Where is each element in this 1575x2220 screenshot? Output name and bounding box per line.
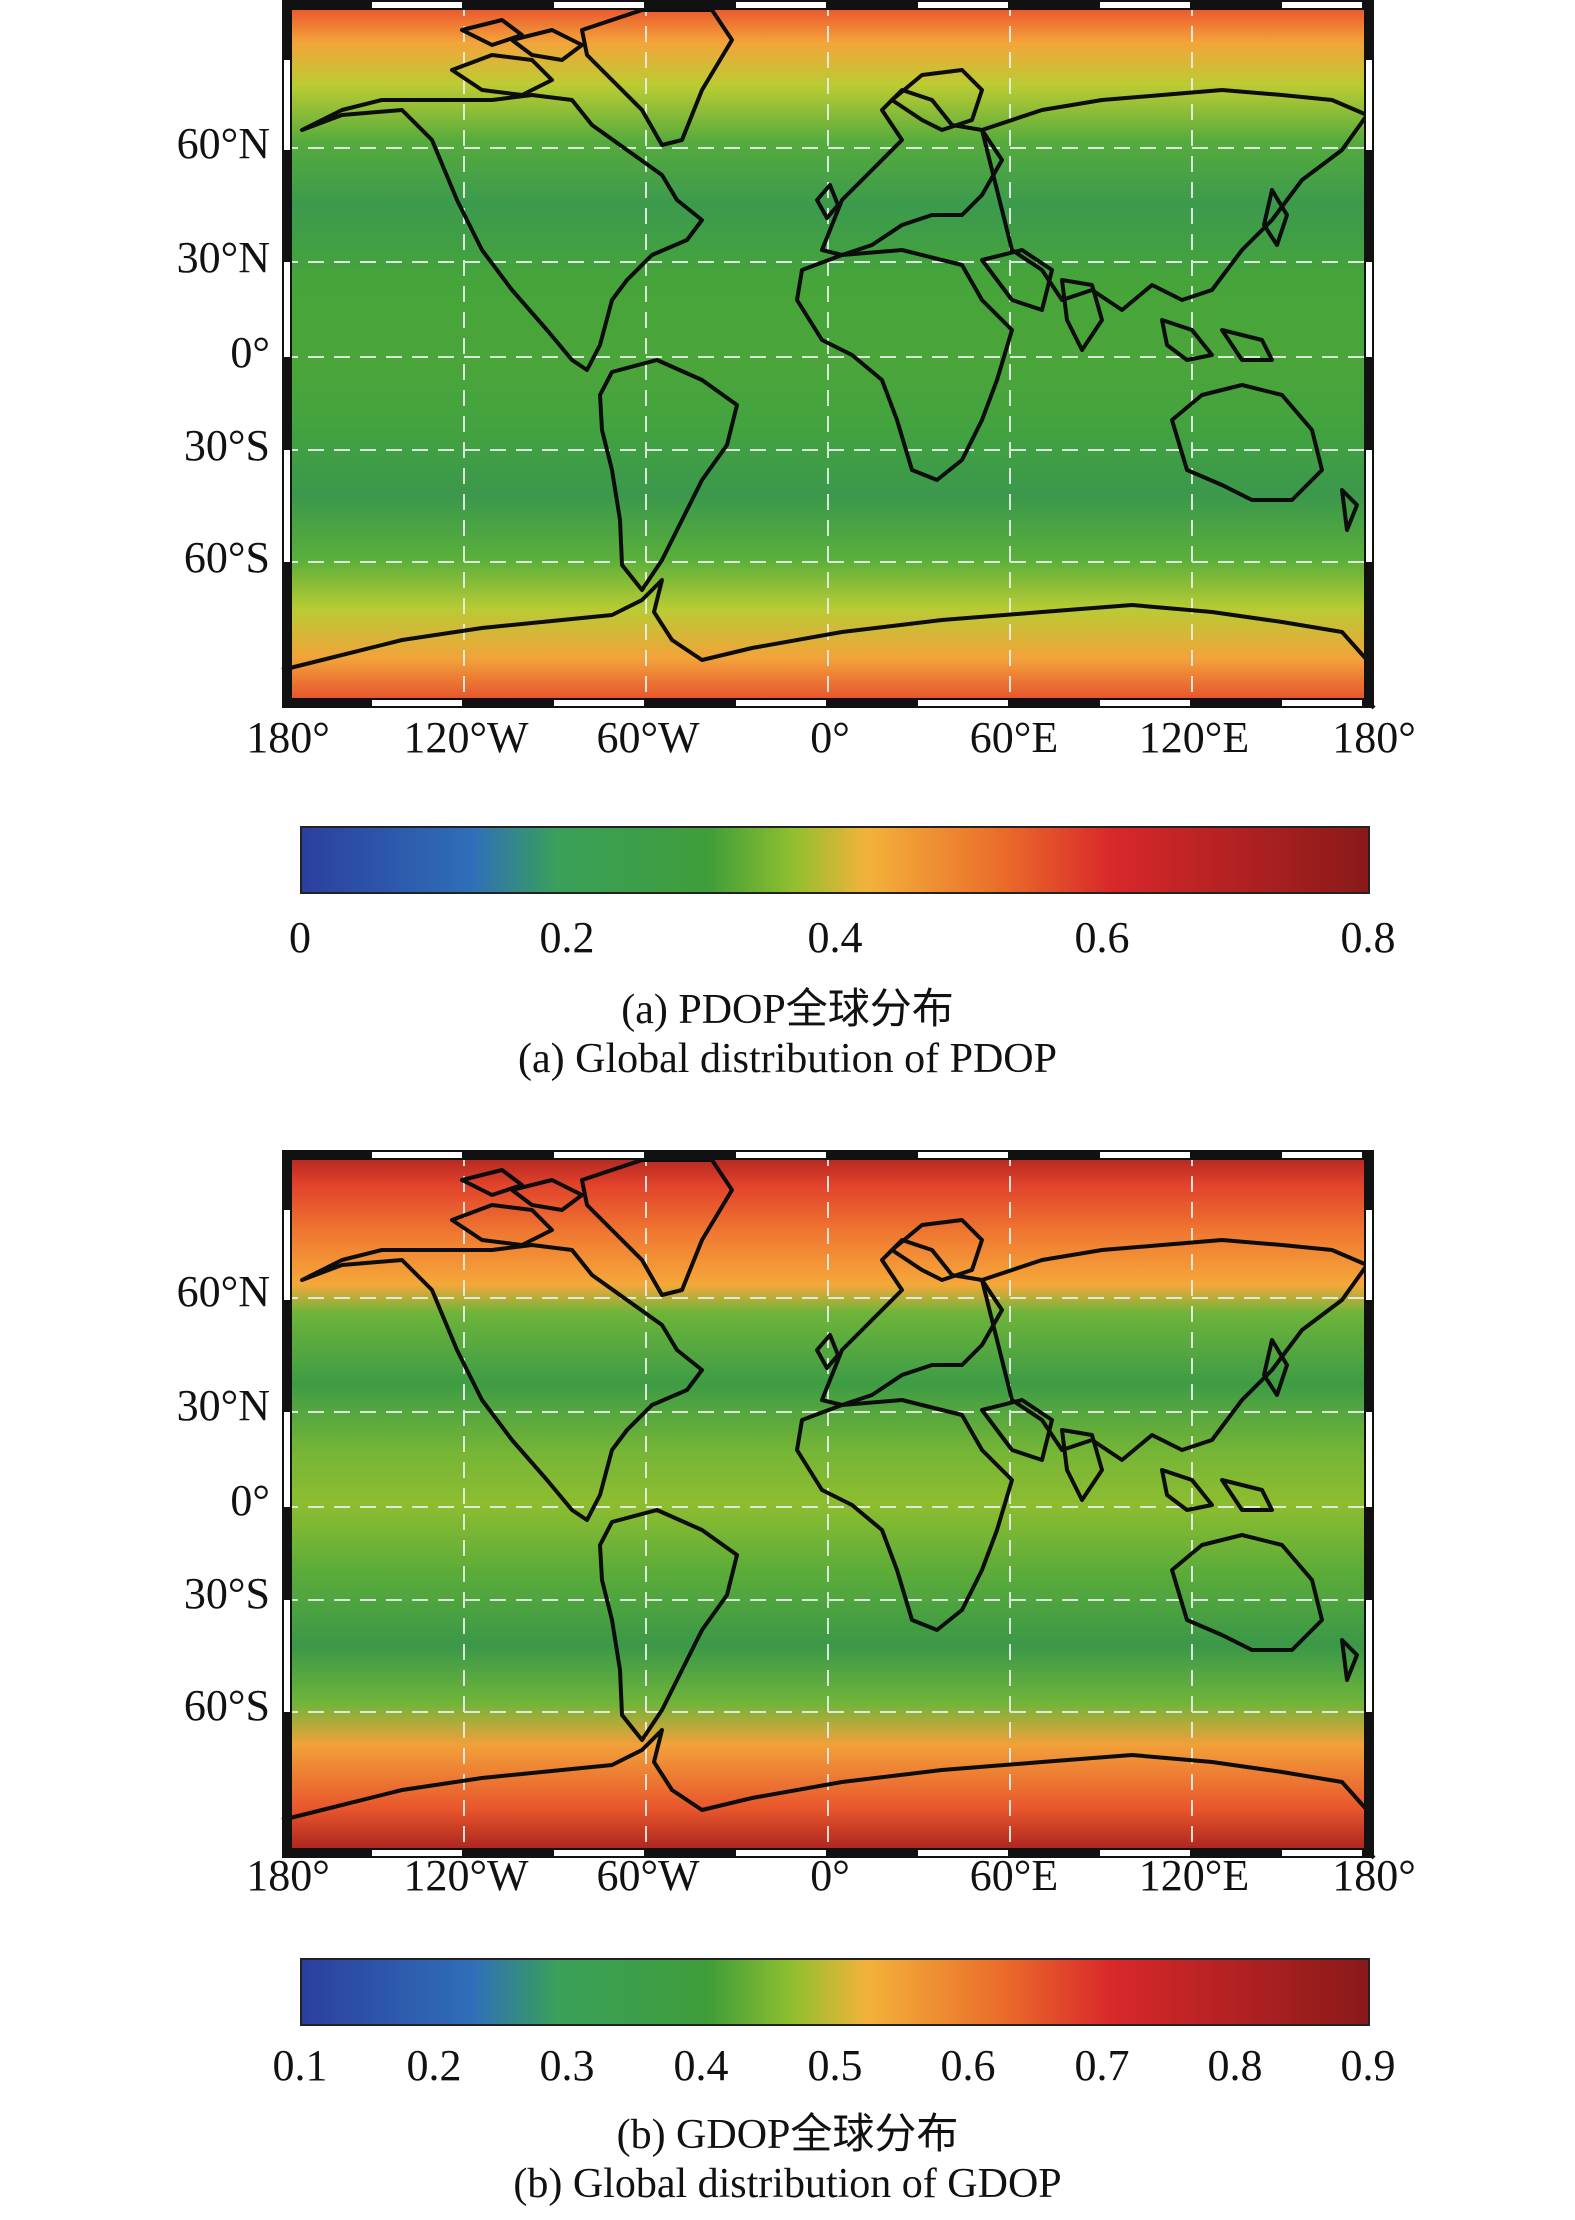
lon-label: 120°E — [1138, 1851, 1250, 1900]
colorbar-tick: 0.5 — [807, 2041, 863, 2090]
lon-label: 180° — [246, 1851, 330, 1900]
colorbar-tick: 0.7 — [1074, 2041, 1130, 2090]
map-frame — [282, 1150, 1374, 1858]
colorbar-tick: 0.9 — [1340, 2041, 1396, 2090]
lon-label: 180° — [1332, 1851, 1416, 1900]
caption-en: (a) Global distribution of PDOP — [518, 1036, 1057, 1082]
colorbar-tick: 0.6 — [1074, 913, 1130, 962]
caption-en: (b) Global distribution of GDOP — [513, 2161, 1062, 2207]
lon-label: 120°W — [403, 713, 529, 762]
colorbar-tick: 0.4 — [807, 913, 863, 962]
lon-label: 0° — [810, 1851, 850, 1900]
colorbar-tick: 0.8 — [1340, 913, 1396, 962]
colorbar-tick: 0 — [289, 913, 311, 962]
lon-label: 60°W — [596, 1851, 700, 1900]
lon-label: 180° — [246, 713, 330, 762]
colorbar-tick: 0.3 — [539, 2041, 595, 2090]
map-frame — [282, 0, 1374, 708]
lat-label: 0° — [230, 1476, 270, 1525]
colorbar-tick: 0.2 — [406, 2041, 462, 2090]
pdop-map — [281, 0, 1376, 710]
colorbar-tick: 0.8 — [1207, 2041, 1263, 2090]
lon-label: 0° — [810, 713, 850, 762]
colorbar-tick: 0.4 — [673, 2041, 729, 2090]
pdop-panel: 60°N 30°N 0° 30°S 60°S 180° 120°W 60°W 0… — [176, 0, 1416, 1082]
lon-label: 60°E — [969, 1851, 1059, 1900]
lon-label: 120°E — [1138, 713, 1250, 762]
lon-label: 180° — [1332, 713, 1416, 762]
lat-label: 30°N — [176, 1381, 270, 1430]
gdop-panel: 60°N 30°N 0° 30°S 60°S 180° 120°W 60°W 0… — [0, 1140, 1575, 2220]
lat-label: 60°N — [176, 1267, 270, 1316]
lat-label: 60°S — [183, 533, 270, 582]
lon-label: 120°W — [403, 1851, 529, 1900]
gdop-colorbar — [300, 1958, 1370, 2026]
lat-label: 60°S — [183, 1681, 270, 1730]
lat-label: 30°S — [183, 421, 270, 470]
lat-label: 30°N — [176, 233, 270, 282]
colorbar-tick: 0.6 — [940, 2041, 996, 2090]
lon-label: 60°E — [969, 713, 1059, 762]
lat-label: 60°N — [176, 119, 270, 168]
colorbar-tick: 0.1 — [272, 2041, 328, 2090]
caption-cn: (b) GDOP全球分布 — [616, 2112, 959, 2158]
gdop-map — [281, 1150, 1376, 1860]
lon-label: 60°W — [596, 713, 700, 762]
coastlines — [281, 1158, 1376, 1860]
colorbar-tick: 0.2 — [539, 913, 595, 962]
caption-cn: (a) PDOP全球分布 — [621, 987, 954, 1033]
lat-label: 0° — [230, 328, 270, 377]
pdop-colorbar — [300, 826, 1370, 894]
lat-label: 30°S — [183, 1569, 270, 1618]
